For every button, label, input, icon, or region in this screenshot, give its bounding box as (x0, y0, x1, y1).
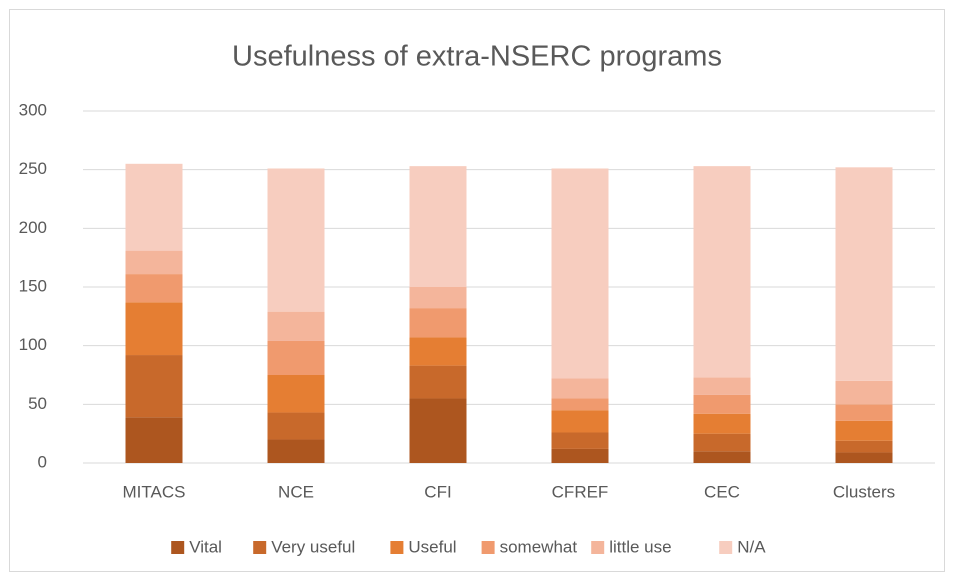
bar-segment (267, 375, 325, 413)
legend-swatch (719, 541, 733, 554)
bar-segment (125, 417, 183, 463)
legend-label: Vital (189, 537, 222, 556)
legend-label: little use (609, 537, 671, 556)
bar-segment (835, 440, 893, 453)
chart-title: Usefulness of extra-NSERC programs (232, 41, 722, 73)
bar-segment (267, 439, 325, 463)
bar-segment (125, 250, 183, 275)
x-tick-label: CFI (424, 482, 451, 501)
bar-segment (551, 410, 609, 433)
bar-segment (835, 452, 893, 463)
bar-segment (693, 433, 751, 452)
bar-segment (267, 412, 325, 440)
legend-swatch (253, 541, 267, 554)
legend-label: somewhat (500, 537, 578, 556)
bar-segment (835, 404, 893, 421)
bar-segment (267, 340, 325, 375)
bar-segment (267, 168, 325, 312)
bar-segment (125, 274, 183, 303)
bar-segment (551, 432, 609, 449)
bar-segment (551, 398, 609, 411)
bar-segment (835, 167, 893, 381)
x-tick-label: CFREF (552, 482, 609, 501)
legend-swatch (591, 541, 605, 554)
bar-segment (693, 394, 751, 414)
y-tick-label: 300 (19, 100, 47, 119)
bar-segment (551, 168, 609, 379)
bar-segment (125, 302, 183, 356)
bar-segment (693, 451, 751, 463)
legend-label: Very useful (271, 537, 355, 556)
y-tick-label: 50 (28, 394, 47, 413)
bar-segment (693, 166, 751, 378)
y-tick-label: 150 (19, 276, 47, 295)
bar-segment (409, 337, 467, 366)
bar-segment (409, 398, 467, 463)
x-tick-label: Clusters (833, 482, 895, 501)
y-tick-label: 250 (19, 159, 47, 178)
bar-segment (409, 308, 467, 338)
legend-label: Useful (408, 537, 456, 556)
x-tick-label: CEC (704, 482, 740, 501)
bar-segment (125, 163, 183, 251)
bar-segment (409, 365, 467, 399)
bar-segment (125, 355, 183, 418)
y-tick-label: 0 (38, 452, 47, 471)
bar-segment (551, 378, 609, 399)
bar-segment (267, 311, 325, 341)
bar-segment (409, 287, 467, 309)
legend-swatch (171, 541, 185, 554)
bar-segment (835, 380, 893, 405)
bar-segment (693, 377, 751, 395)
legend-swatch (481, 541, 495, 554)
legend-swatch (390, 541, 404, 554)
bar-segment (835, 420, 893, 441)
y-tick-label: 100 (19, 335, 47, 354)
y-tick-label: 200 (19, 218, 47, 237)
bar-segment (551, 448, 609, 463)
bar-segment (409, 166, 467, 287)
x-tick-label: MITACS (123, 482, 186, 501)
bar-segment (693, 413, 751, 434)
x-tick-label: NCE (278, 482, 314, 501)
legend-label: N/A (737, 537, 766, 556)
